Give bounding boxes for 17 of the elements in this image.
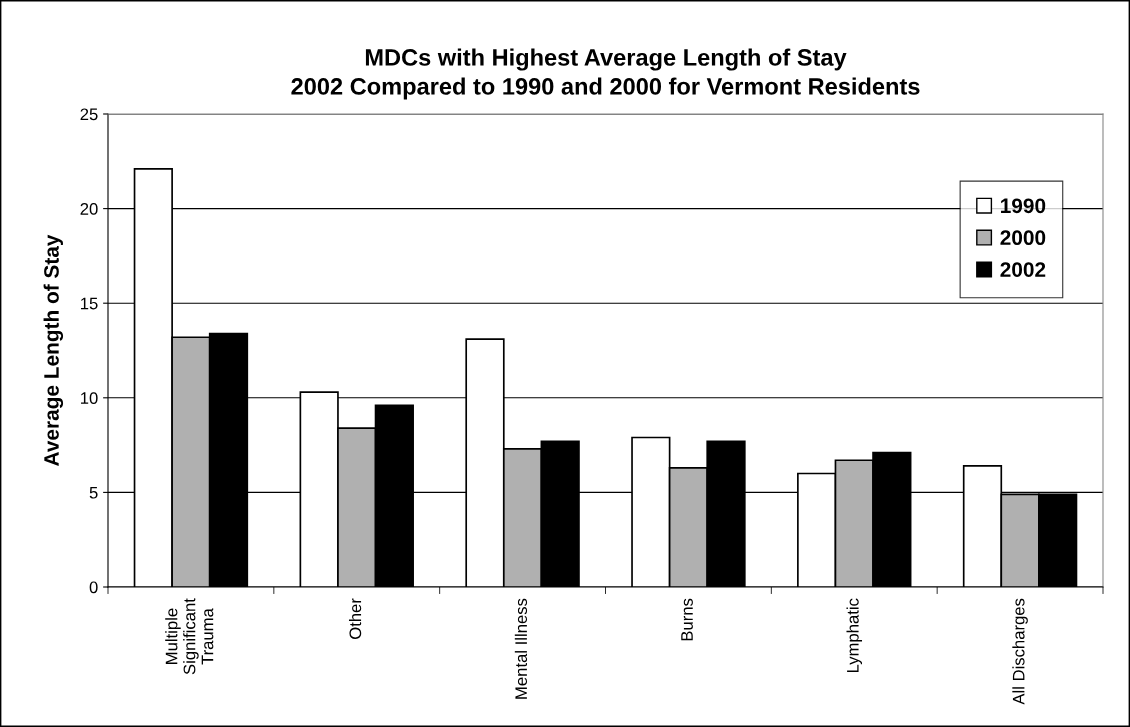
y-tick-label: 25 <box>80 108 98 121</box>
x-tick-label: Lymphatic <box>846 598 863 673</box>
legend-label: 2000 <box>1000 230 1046 246</box>
x-tick-label: Other <box>348 598 362 639</box>
legend-label: 1990 <box>1001 198 1046 214</box>
y-tick-label: 20 <box>80 203 98 215</box>
chart-title: MDCs with Highest Average Length of Stay 2002 Compared to 1990 and 2000 for Vermont Residents <box>291 48 920 100</box>
y-tick-label: 15 <box>81 297 98 310</box>
x-tick-label: Multiple Significant Trauma <box>165 598 214 675</box>
y-tick-label: 10 <box>81 392 98 404</box>
y-axis-title: Average Length of Stay <box>43 234 64 466</box>
legend-label: 2002 <box>1000 262 1046 277</box>
x-tick-label: Mental Illness <box>514 598 528 699</box>
y-tick-label: 0 <box>89 581 98 594</box>
y-tick-label: 5 <box>89 486 98 499</box>
x-tick-label: All Discharges <box>1012 598 1028 705</box>
x-tick-label: Burns <box>681 598 693 641</box>
